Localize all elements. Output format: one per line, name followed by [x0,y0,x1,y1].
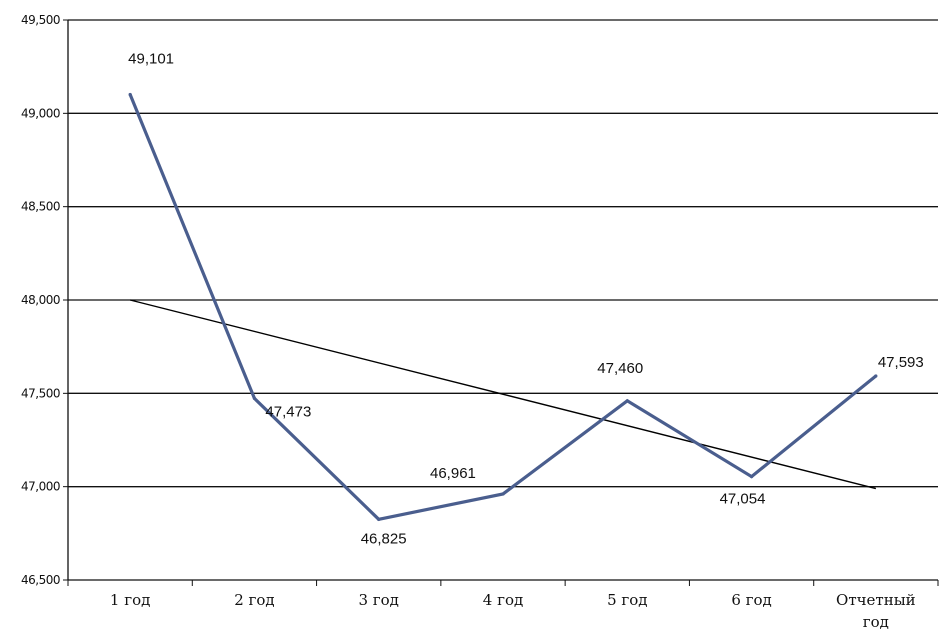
y-tick-label: 48,000 [21,293,60,307]
y-tick-label: 49,000 [21,106,60,120]
data-label: 47,460 [597,360,643,377]
x-tick-label: 3 год [358,591,398,609]
y-tick-label: 47,500 [21,386,60,400]
y-tick-label: 46,500 [21,573,60,587]
data-label: 47,054 [720,491,766,508]
y-tick-label: 49,500 [21,13,60,27]
trendline-group [129,299,877,490]
data-point [501,492,505,496]
y-tick-label: 48,500 [21,200,60,214]
x-tick-label: 1 год [110,591,150,609]
series-line [128,93,877,522]
x-tick-label: 4 год [483,591,523,609]
data-label: 49,101 [128,50,174,67]
x-tick-label: 6 год [731,591,771,609]
data-point [252,396,257,400]
y-axis-ticks: 46,500 47,000 47,500 48,000 48,500 49,000 49,5… [21,13,68,587]
trendline [129,299,877,490]
data-label: 46,961 [430,465,476,482]
x-tick-label: Отчетный год [836,591,916,631]
y-tick-label: 47,000 [21,480,60,494]
gridlines [68,19,938,488]
data-label: 47,593 [878,354,924,371]
data-point [874,374,878,378]
data-labels: 49,101 47,473 46,825 46,961 47,460 47,054 47,5… [128,50,924,547]
data-point [377,517,381,521]
x-tick-label: 2 год [234,591,274,609]
x-tick-label: 5 год [607,591,647,609]
data-label: 46,825 [361,530,407,547]
data-label: 47,473 [265,403,311,420]
x-axis-ticks: 1 год 2 год 3 год 4 год 5 год 6 год Отчетный го… [67,580,939,631]
data-point [625,399,629,403]
data-point [128,92,132,97]
data-point [749,474,754,479]
series-group [128,92,878,522]
